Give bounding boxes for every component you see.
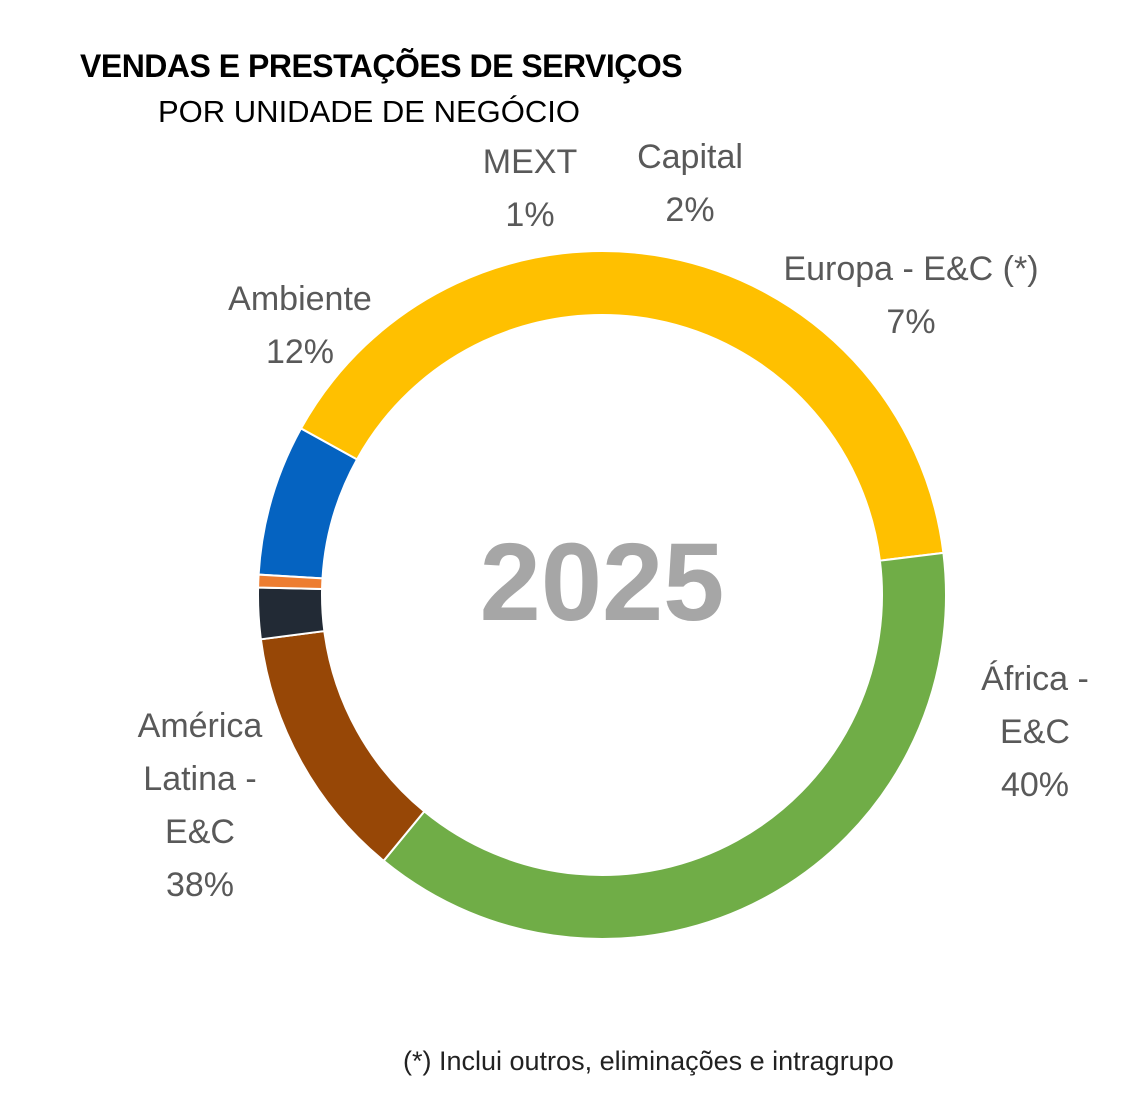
slice-africa-e-c [299,250,945,562]
label-name-line: E&C [1000,713,1070,751]
label-mext: MEXT 1% [483,143,577,234]
label-name-line: Capital [637,138,743,176]
slice-america-latina-e-c [382,551,947,940]
label-name-line: África - [981,660,1089,698]
slice-labels: Europa - E&C (*) 7% África - E&C 40% América L… [138,138,1089,904]
center-year-label: 2025 [480,521,725,644]
label-percent: 7% [886,303,935,341]
donut-slices [257,250,947,940]
label-name-line: E&C [165,813,235,851]
label-europa-e-c: Europa - E&C (*) 7% [783,250,1038,341]
slice-mext [257,586,326,641]
label-percent: 12% [266,333,334,371]
label-percent: 38% [166,866,234,904]
chart-subtitle: POR UNIDADE DE NEGÓCIO [158,94,580,129]
label-name-line: MEXT [483,143,577,181]
label-capital: Capital 2% [637,138,743,229]
label-percent: 1% [505,196,554,234]
label-name-line: Europa - E&C (*) [783,250,1038,288]
slice-capital [257,573,324,590]
footnote: (*) Inclui outros, eliminações e intragr… [403,1046,894,1076]
slice-ambiente [259,629,426,863]
label-name-line: Ambiente [228,280,372,318]
label-ambiente: Ambiente 12% [228,280,372,371]
label-africa-e-c: África - E&C 40% [981,660,1089,804]
label-name-line: Latina - [143,760,256,798]
label-name-line: América [138,707,263,745]
label-america-latina-e-c: América Latina - E&C 38% [138,707,263,904]
label-percent: 40% [1001,766,1069,804]
chart-title: VENDAS E PRESTAÇÕES DE SERVIÇOS [80,48,683,84]
label-percent: 2% [665,191,714,229]
